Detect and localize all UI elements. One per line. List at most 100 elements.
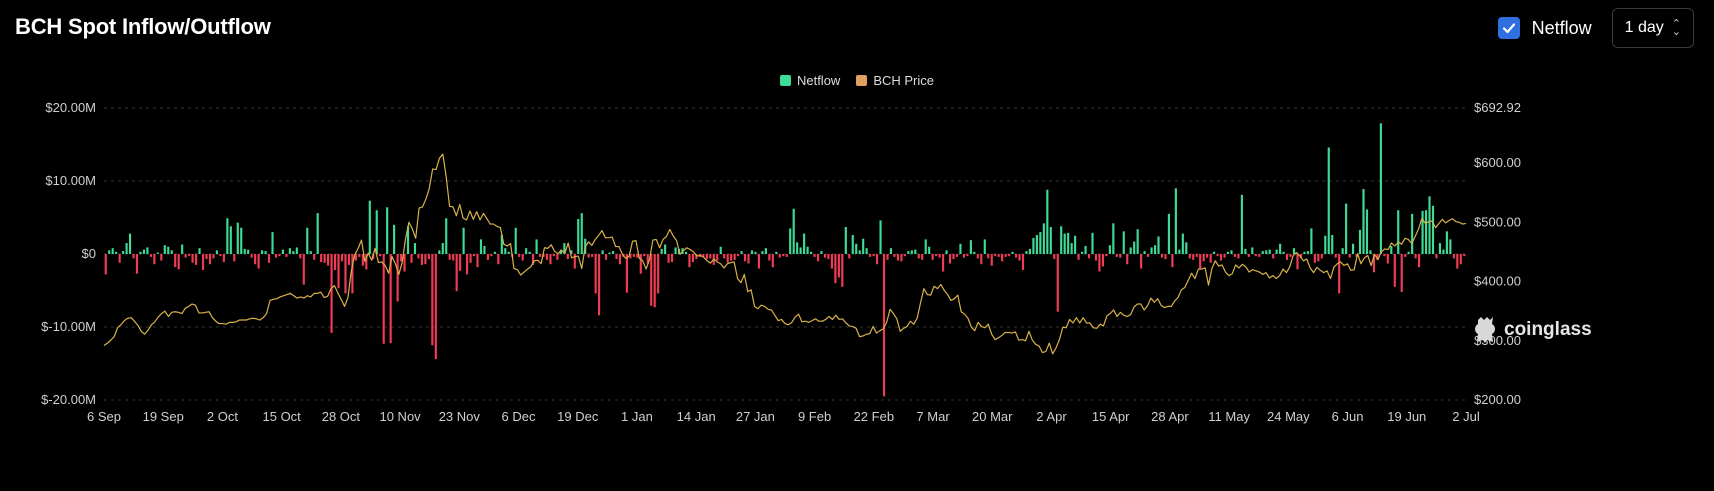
netflow-bar xyxy=(1275,249,1278,254)
y-right-tick-label: $500.00 xyxy=(1474,214,1521,229)
netflow-bar xyxy=(406,226,410,254)
netflow-bar xyxy=(928,246,931,254)
netflow-bar xyxy=(973,251,976,254)
netflow-bar xyxy=(1070,243,1073,254)
netflow-bar xyxy=(445,218,448,254)
netflow-bar xyxy=(1226,251,1230,254)
netflow-bar xyxy=(844,226,847,254)
netflow-bar xyxy=(938,254,941,258)
netflow-bar xyxy=(1053,254,1056,260)
netflow-bar xyxy=(1122,231,1125,254)
netflow-bar xyxy=(688,254,691,268)
netflow-bar xyxy=(1167,213,1170,254)
netflow-bar xyxy=(195,254,198,265)
netflow-bar xyxy=(1105,254,1108,257)
y-right-tick-label: $400.00 xyxy=(1474,274,1521,289)
x-tick-label: 22 Feb xyxy=(854,409,894,424)
netflow-bar xyxy=(1001,254,1004,262)
netflow-bar xyxy=(1223,254,1226,258)
netflow-bar xyxy=(907,251,910,254)
netflow-bar xyxy=(848,254,851,259)
netflow-bar xyxy=(518,254,521,257)
netflow-bar xyxy=(1157,236,1160,254)
netflow-bar xyxy=(1268,249,1271,254)
netflow-bar xyxy=(591,254,594,257)
netflow-bar xyxy=(497,254,500,265)
netflow-bar xyxy=(156,252,159,254)
netflow-bar xyxy=(1421,210,1424,254)
netflow-bar xyxy=(1404,254,1407,257)
netflow-bar xyxy=(1129,247,1132,254)
netflow-bar xyxy=(917,254,920,259)
y-left-tick-label: $20.00M xyxy=(45,100,96,115)
netflow-bar xyxy=(181,244,184,254)
netflow-bar xyxy=(417,254,420,259)
netflow-bar xyxy=(281,249,285,254)
netflow-bar xyxy=(542,254,545,257)
netflow-bar xyxy=(205,254,208,260)
legend-item-price[interactable]: BCH Price xyxy=(856,73,934,88)
x-tick-label: 2 Oct xyxy=(207,409,238,424)
netflow-bar xyxy=(250,254,253,258)
netflow-bar xyxy=(691,254,694,263)
netflow-bar xyxy=(316,213,319,254)
y-left-tick-label: $-10.00M xyxy=(41,319,96,334)
watermark: coinglass xyxy=(1472,316,1592,344)
netflow-bar xyxy=(340,254,344,262)
netflow-bar xyxy=(830,254,833,269)
netflow-bar xyxy=(472,254,476,257)
y-right-tick-label: $200.00 xyxy=(1474,392,1521,407)
netflow-bar xyxy=(948,254,952,264)
netflow-bar xyxy=(382,254,385,344)
netflow-bar xyxy=(921,254,924,260)
x-tick-label: 9 Feb xyxy=(798,409,831,424)
netflow-bar xyxy=(163,245,166,254)
netflow-bar xyxy=(354,254,357,261)
netflow-bar xyxy=(1011,251,1014,254)
netflow-bar xyxy=(104,254,107,275)
netflow-bar xyxy=(796,242,799,254)
netflow-bar xyxy=(462,227,465,254)
netflow-bar xyxy=(841,254,844,287)
netflow-bar xyxy=(431,254,434,346)
netflow-bar xyxy=(170,250,173,254)
netflow-bar xyxy=(191,254,194,263)
netflow-bar xyxy=(313,254,316,260)
legend-item-netflow[interactable]: Netflow xyxy=(779,73,840,88)
netflow-bar xyxy=(872,254,875,257)
netflow-bar xyxy=(358,254,361,257)
netflow-bar xyxy=(455,254,458,292)
netflow-checkbox[interactable] xyxy=(1497,17,1520,39)
netflow-bar xyxy=(1400,254,1403,292)
netflow-bar xyxy=(212,254,215,259)
netflow-bar xyxy=(994,254,997,257)
netflow-bar xyxy=(261,250,264,254)
netflow-bar xyxy=(1025,251,1028,254)
interval-select[interactable]: 1 day ⌃ ⌄ xyxy=(1611,8,1694,48)
netflow-bar xyxy=(1202,254,1205,262)
netflow-bar xyxy=(379,254,382,257)
netflow-bar xyxy=(632,254,635,257)
netflow-bar xyxy=(1254,254,1257,257)
netflow-bar xyxy=(1063,233,1066,254)
netflow-bar xyxy=(869,254,872,257)
chart-legend: Netflow BCH Price xyxy=(0,73,1714,88)
netflow-bar xyxy=(893,254,896,257)
netflow-bar xyxy=(184,254,187,258)
netflow-bar xyxy=(1369,250,1372,254)
y-left-tick-label: $0 xyxy=(82,246,96,261)
netflow-bar xyxy=(1313,254,1316,263)
netflow-bar xyxy=(1108,245,1111,254)
netflow-bar xyxy=(969,240,972,254)
netflow-bar xyxy=(365,254,368,270)
netflow-bar xyxy=(580,213,583,254)
x-tick-label: 7 Mar xyxy=(916,409,950,424)
netflow-bar xyxy=(1459,254,1462,265)
netflow-bar xyxy=(1008,254,1011,257)
netflow-bar xyxy=(827,254,830,260)
netflow-bar xyxy=(132,254,135,259)
netflow-bar xyxy=(563,243,566,254)
netflow-bar xyxy=(177,254,180,270)
coinglass-logo-icon xyxy=(1475,317,1495,343)
netflow-bar xyxy=(935,254,938,257)
